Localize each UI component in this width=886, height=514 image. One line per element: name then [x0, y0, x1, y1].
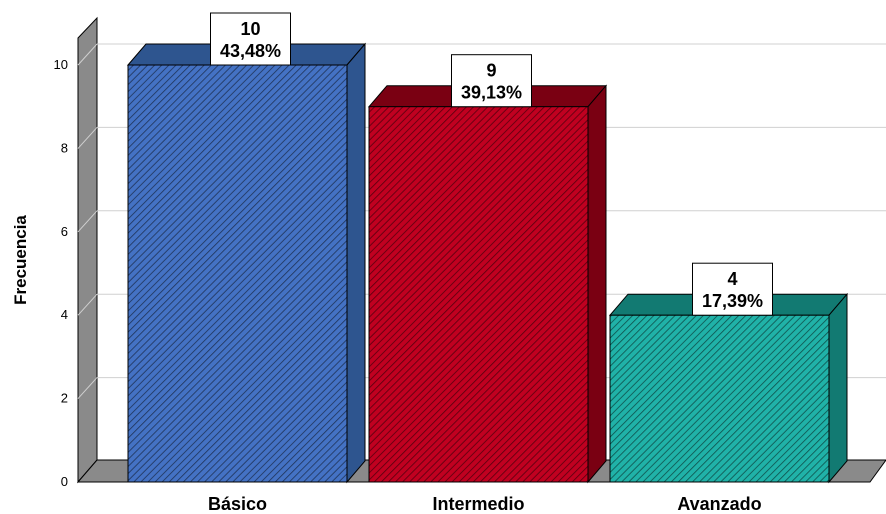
gridline-side: [77, 293, 98, 316]
gridline-side: [77, 210, 98, 233]
bar-side: [346, 42, 366, 484]
x-tick-label: Básico: [208, 494, 267, 514]
data-label-value: 4: [727, 269, 737, 289]
x-tick-label: Intermedio: [432, 494, 524, 514]
bar-avanzado: 417,39%: [608, 262, 849, 484]
y-tick-label: 10: [54, 57, 68, 72]
plot-left-wall: [77, 16, 98, 484]
y-axis-title: Frecuencia: [11, 215, 30, 305]
bar-intermedio: 939,13%: [367, 54, 608, 484]
y-axis: 0 2 4 6 8 10: [54, 57, 68, 489]
data-label-percent: 17,39%: [702, 291, 763, 311]
data-label-value: 9: [486, 61, 496, 81]
x-tick-label: Avanzado: [677, 494, 761, 514]
data-label-value: 10: [240, 19, 260, 39]
data-label-box: [451, 54, 532, 108]
bar-side: [587, 84, 607, 484]
y-tick-label: 6: [61, 224, 68, 239]
bar-hatch: [369, 106, 588, 482]
y-tick-label: 0: [61, 474, 68, 489]
bar-hatch: [610, 315, 829, 482]
gridline-side: [77, 127, 98, 149]
y-tick-label: 2: [61, 391, 68, 406]
y-tick-label: 8: [61, 140, 68, 155]
data-label-box: [692, 262, 773, 316]
gridline-side: [77, 43, 98, 66]
gridline-side: [77, 377, 98, 399]
x-axis: Básico Intermedio Avanzado: [208, 494, 762, 514]
data-label-percent: 39,13%: [461, 83, 522, 103]
y-tick-label: 4: [61, 307, 68, 322]
bar-side: [828, 292, 848, 484]
data-label-box: [210, 12, 291, 66]
bar-hatch: [128, 65, 347, 482]
data-label-percent: 43,48%: [220, 41, 281, 61]
